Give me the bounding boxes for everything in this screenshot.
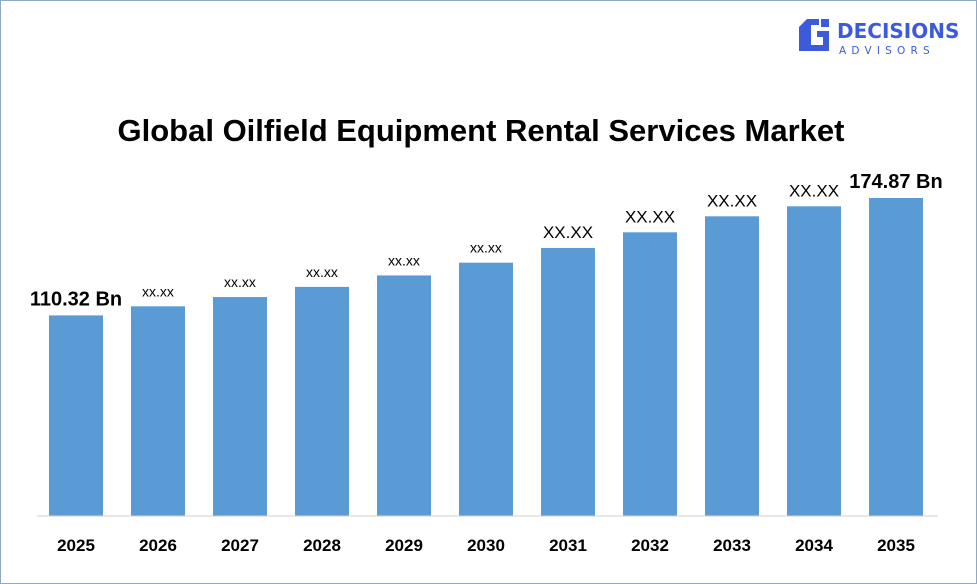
value-label-2031: XX.XX bbox=[543, 223, 593, 242]
x-tick-label-2027: 2027 bbox=[221, 536, 259, 555]
bar-2025 bbox=[49, 315, 103, 516]
value-label-2025: 110.32 Bn bbox=[30, 288, 122, 310]
bar-2033 bbox=[705, 216, 759, 516]
x-tick-labels-group: 2025 2026 2027 2028 2029 2030 2031 2032 2033 2034… bbox=[57, 536, 915, 555]
brand-name-line1: DECISIONS bbox=[837, 19, 959, 43]
x-tick-label-2034: 2034 bbox=[795, 536, 833, 555]
x-tick-label-2028: 2028 bbox=[303, 536, 341, 555]
bar-2027 bbox=[213, 297, 267, 516]
brand-logo: DECISIONS ADVISORS bbox=[799, 19, 959, 57]
value-label-2029: xx.xx bbox=[388, 252, 420, 268]
value-label-2035: 174.87 Bn bbox=[849, 171, 942, 193]
value-label-2030: xx.xx bbox=[470, 240, 502, 256]
bar-2028 bbox=[295, 286, 349, 516]
x-tick-label-2031: 2031 bbox=[549, 536, 587, 555]
bar-2031 bbox=[541, 247, 595, 516]
value-label-2032: XX.XX bbox=[625, 207, 675, 226]
bar-2026 bbox=[131, 306, 185, 516]
value-label-2028: xx.xx bbox=[306, 264, 338, 280]
value-label-2026: xx.xx bbox=[142, 283, 174, 299]
bar-2030 bbox=[459, 262, 513, 516]
bar-2035 bbox=[869, 198, 923, 516]
logo-mark-icon bbox=[799, 19, 829, 51]
x-tick-label-2025: 2025 bbox=[57, 536, 95, 555]
brand-name-line2: ADVISORS bbox=[839, 45, 935, 57]
bar-2034 bbox=[787, 206, 841, 516]
value-label-2027: xx.xx bbox=[224, 274, 256, 290]
x-tick-label-2033: 2033 bbox=[713, 536, 751, 555]
x-tick-label-2029: 2029 bbox=[385, 536, 423, 555]
bar-2032 bbox=[623, 232, 677, 516]
value-label-2034: XX.XX bbox=[789, 181, 839, 200]
x-tick-label-2032: 2032 bbox=[631, 536, 669, 555]
x-tick-label-2026: 2026 bbox=[139, 536, 177, 555]
bars-group bbox=[49, 198, 923, 516]
value-labels-group: 110.32 Bn xx.xx xx.xx xx.xx xx.xx xx.xx XX.XX X… bbox=[30, 171, 943, 310]
value-label-2033: XX.XX bbox=[707, 191, 757, 210]
x-tick-label-2035: 2035 bbox=[877, 536, 915, 555]
x-tick-label-2030: 2030 bbox=[467, 536, 505, 555]
bar-2029 bbox=[377, 275, 431, 516]
chart-title: Global Oilfield Equipment Rental Service… bbox=[118, 113, 845, 148]
